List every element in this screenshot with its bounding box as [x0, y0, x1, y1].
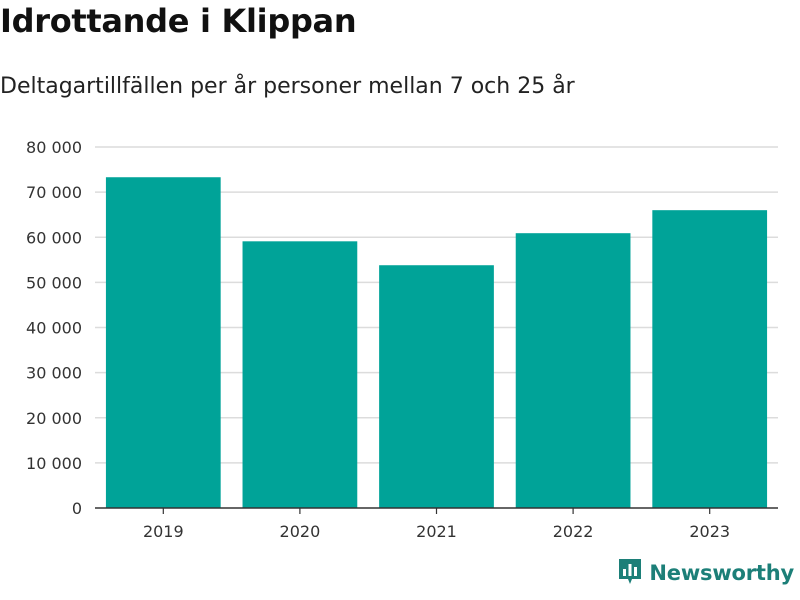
bar-2019[interactable]	[105, 177, 221, 508]
brand[interactable]: Newsworthy	[617, 556, 794, 590]
y-tick-label: 70 000	[26, 183, 82, 202]
bar-2020[interactable]	[242, 241, 358, 508]
x-tick-label: 2022	[553, 522, 594, 541]
bar-2021[interactable]	[379, 265, 494, 508]
y-tick-label: 30 000	[26, 364, 82, 383]
y-tick-label: 60 000	[26, 228, 82, 247]
y-tick-label: 80 000	[26, 138, 82, 157]
bar-2023[interactable]	[652, 210, 768, 509]
y-tick-label: 10 000	[26, 454, 82, 473]
bars	[105, 177, 768, 509]
x-tick-label: 2021	[416, 522, 457, 541]
brand-name: Newsworthy	[649, 561, 794, 585]
y-tick-label: 50 000	[26, 273, 82, 292]
y-tick-label: 20 000	[26, 409, 82, 428]
newsworthy-logo-icon	[617, 556, 643, 590]
y-tick-label: 40 000	[26, 319, 82, 338]
chart-subtitle: Deltagartillfällen per år personer mella…	[0, 74, 575, 99]
x-tick-label: 2023	[689, 522, 730, 541]
x-tick-label: 2020	[280, 522, 321, 541]
bar-2022[interactable]	[515, 233, 631, 508]
x-tick-label: 2019	[143, 522, 184, 541]
axes: 0 10 000 20 000 30 000 40 000 50 000 60 000 70 …	[26, 138, 778, 541]
y-tick-label: 0	[72, 499, 82, 518]
chart-title: Idrottande i Klippan	[0, 2, 357, 40]
